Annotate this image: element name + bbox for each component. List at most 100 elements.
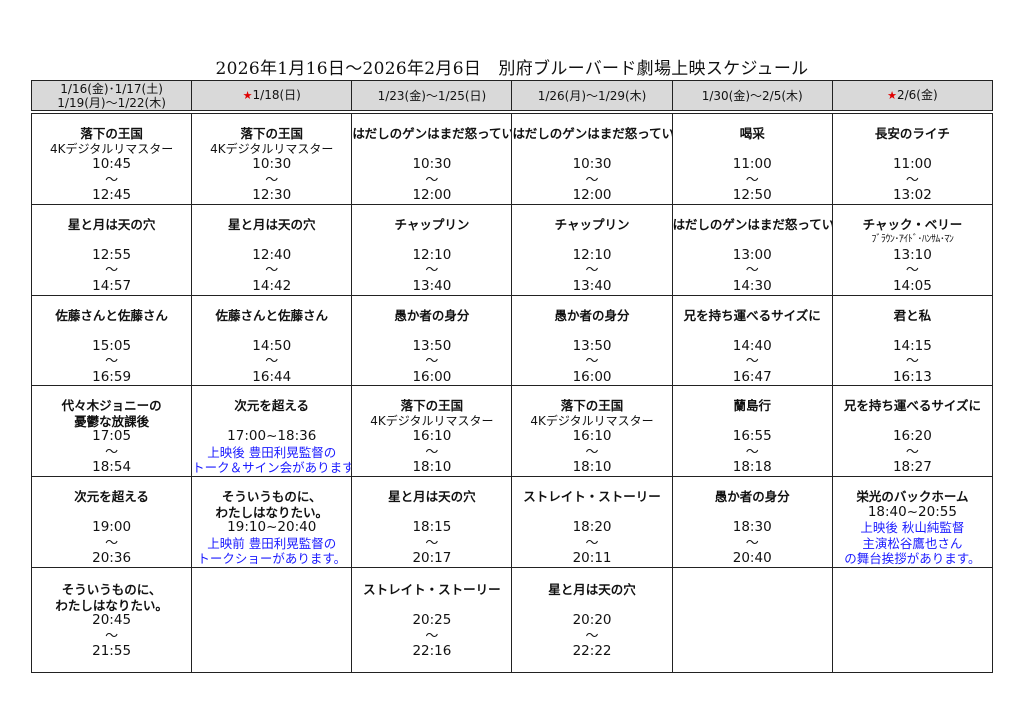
time-separator: ～ (105, 263, 119, 278)
showtime: 15:05 (92, 337, 132, 354)
star-icon: ★ (887, 89, 897, 102)
screening-cell: 星と月は天の穴 18:15 ～ 20:17 (351, 476, 513, 568)
time-separator: ～ (425, 354, 439, 369)
star-icon: ★ (242, 89, 253, 102)
empty-cell (671, 567, 833, 673)
showtime: 20:25 (412, 612, 452, 628)
empty-cell (831, 567, 994, 673)
showtime: 19:00 (92, 519, 132, 535)
time-separator: ～ (585, 628, 599, 644)
spacer (33, 232, 191, 248)
showtime: 18:10 (572, 459, 612, 475)
schedule-row: 落下の王国 4Kデジタルリマスター 10:45 ～ 12:45 落下の王国 4Kデジタルリマ… (30, 111, 994, 205)
showtime: 13:50 (572, 337, 612, 354)
showtime: 18:54 (92, 459, 132, 475)
movie-subtitle: 4Kデジタルリマスター (530, 413, 654, 428)
showtime: 12:00 (572, 187, 612, 203)
screening-cell: そういうものに、 わたしはなりたい。 20:45 ～ 21:55 (30, 567, 193, 673)
movie-title: はだしのゲンはまだ怒っている (672, 216, 833, 232)
screening-cell: そういうものに、 わたしはなりたい。 19:10~20:40 上映前 豊田利晃監督のト… (191, 476, 353, 568)
schedule-row: 佐藤さんと佐藤さん 15:05 ～ 16:59 佐藤さんと佐藤さん 14:50 ～ 16:44… (30, 294, 994, 386)
showtime: 16:00 (412, 368, 452, 385)
showtime: 18:15 (412, 519, 452, 535)
spacer (353, 323, 511, 339)
screening-cell: 次元を超える 17:00~18:36 上映後 豊田利晃監督の トーク＆サイン会がありま… (191, 385, 353, 477)
column-header-date: 1/26(月)～1/29(木) (537, 88, 647, 103)
movie-title: 蘭島行 (733, 398, 771, 413)
header-row: 1/16(金)･1/17(土) 1/19(月)～1/22(木) ★1/18(日) 1/… (30, 80, 994, 114)
movie-title: 星と月は天の穴 (67, 216, 156, 232)
spacer (353, 142, 511, 158)
time-separator: ～ (425, 535, 439, 551)
movie-title: チャック・ベリー (862, 216, 963, 232)
time-separator: ～ (425, 172, 439, 188)
showtime: 14:15 (892, 337, 932, 354)
schedule-row: 星と月は天の穴 12:55 ～ 14:57 星と月は天の穴 12:40 ～ 14:42 チャップ… (30, 203, 994, 296)
screening-cell: チャップリン 12:10 ～ 13:40 (351, 203, 513, 296)
showtime: 20:36 (92, 550, 132, 566)
movie-title: 次元を超える (234, 398, 310, 413)
screening-cell: 長安のライチ 11:00 ～ 13:02 (831, 111, 994, 205)
showtime: 11:00 (892, 156, 932, 172)
spacer (673, 323, 831, 339)
showtime: 12:10 (572, 246, 612, 263)
showtime: 18:20 (572, 519, 612, 535)
screening-cell: 落下の王国 4Kデジタルリマスター 10:45 ～ 12:45 (30, 111, 193, 205)
spacer (513, 323, 671, 339)
showtime: 16:59 (92, 368, 132, 385)
spacer (353, 232, 511, 248)
page-title: 2026年1月16日～2026年2月6日 別府ブルーバード劇場上映スケジュール (215, 59, 809, 79)
movie-title: 兄を持ち運べるサイズに (843, 398, 981, 413)
time-separator: ～ (425, 444, 439, 460)
time-separator: ～ (265, 354, 279, 369)
showtime: 16:00 (572, 368, 612, 385)
showtime: 20:20 (572, 612, 612, 628)
movie-title: ストレイト・ストーリー (363, 582, 501, 597)
movie-title: 愚か者の身分 (394, 307, 470, 323)
event-note: 主演松谷鷹也さん (862, 535, 963, 551)
screening-cell: はだしのゲンはまだ怒っている 13:00 ～ 14:30 (671, 203, 833, 296)
movie-subtitle: 4Kデジタルリマスター (49, 141, 174, 156)
screening-cell: ストレイト・ストーリー 18:20 ～ 20:11 (511, 476, 673, 568)
showtime: 10:30 (412, 156, 452, 172)
schedule-table: 1/16(金)･1/17(土) 1/19(月)～1/22(木) ★1/18(日) 1/… (30, 80, 994, 673)
screening-cell: 星と月は天の穴 12:40 ～ 14:42 (191, 203, 353, 296)
showtime: 18:40~20:55 (867, 503, 957, 520)
spacer (33, 323, 191, 339)
showtime: 13:10 (892, 246, 932, 263)
showtime: 12:50 (732, 187, 772, 203)
showtime: 10:45 (92, 156, 132, 172)
movie-title: 代々木ジョニーの (61, 398, 162, 413)
time-separator: ～ (105, 354, 119, 369)
screening-cell: 喝采 11:00 ～ 12:50 (671, 111, 833, 205)
time-separator: ～ (745, 263, 759, 278)
movie-subtitle: 4Kデジタルリマスター (370, 413, 494, 428)
showtime: 14:57 (92, 277, 132, 294)
screening-cell: はだしのゲンはまだ怒っている 10:30 ～ 12:00 (511, 111, 673, 205)
movie-title: そういうものに、 (221, 489, 322, 504)
screening-cell: 兄を持ち運べるサイズに 16:20 ～ 18:27 (831, 385, 994, 477)
showtime: 16:20 (892, 428, 932, 444)
time-separator: ～ (425, 628, 439, 644)
movie-title: わたしはなりたい。 (215, 504, 328, 520)
column-header-date: 2/6(金) (896, 88, 938, 102)
time-separator: ～ (585, 354, 599, 369)
movie-title: 喝采 (739, 126, 765, 141)
time-separator: ～ (105, 444, 119, 460)
movie-title: 栄光のバックホーム (856, 489, 969, 504)
movie-title: 落下の王国 (560, 398, 624, 413)
spacer (833, 142, 991, 158)
showtime: 14:05 (892, 277, 932, 294)
screening-cell: 次元を超える 19:00 ～ 20:36 (30, 476, 193, 568)
movie-title: 愚か者の身分 (554, 307, 630, 323)
screening-cell: 愚か者の身分 18:30 ～ 20:40 (671, 476, 833, 568)
screening-cell: チャック・ベリー ﾌﾞﾗｳﾝ･ｱｲﾄﾞ･ﾊﾝｻﾑ･ﾏﾝ 13:10 ～ 14:05 (831, 203, 994, 296)
event-note: トーク＆サイン会があります。 (192, 460, 352, 475)
spacer (33, 505, 191, 521)
time-separator: ～ (265, 172, 279, 188)
movie-title: 憂鬱な放課後 (74, 413, 150, 429)
movie-title: チャップリン (394, 216, 470, 232)
column-header-date: 1/18(日) (252, 88, 301, 102)
column-header: 1/30(金)～2/5(木) (671, 80, 833, 114)
showtime: 19:10~20:40 (227, 519, 317, 535)
